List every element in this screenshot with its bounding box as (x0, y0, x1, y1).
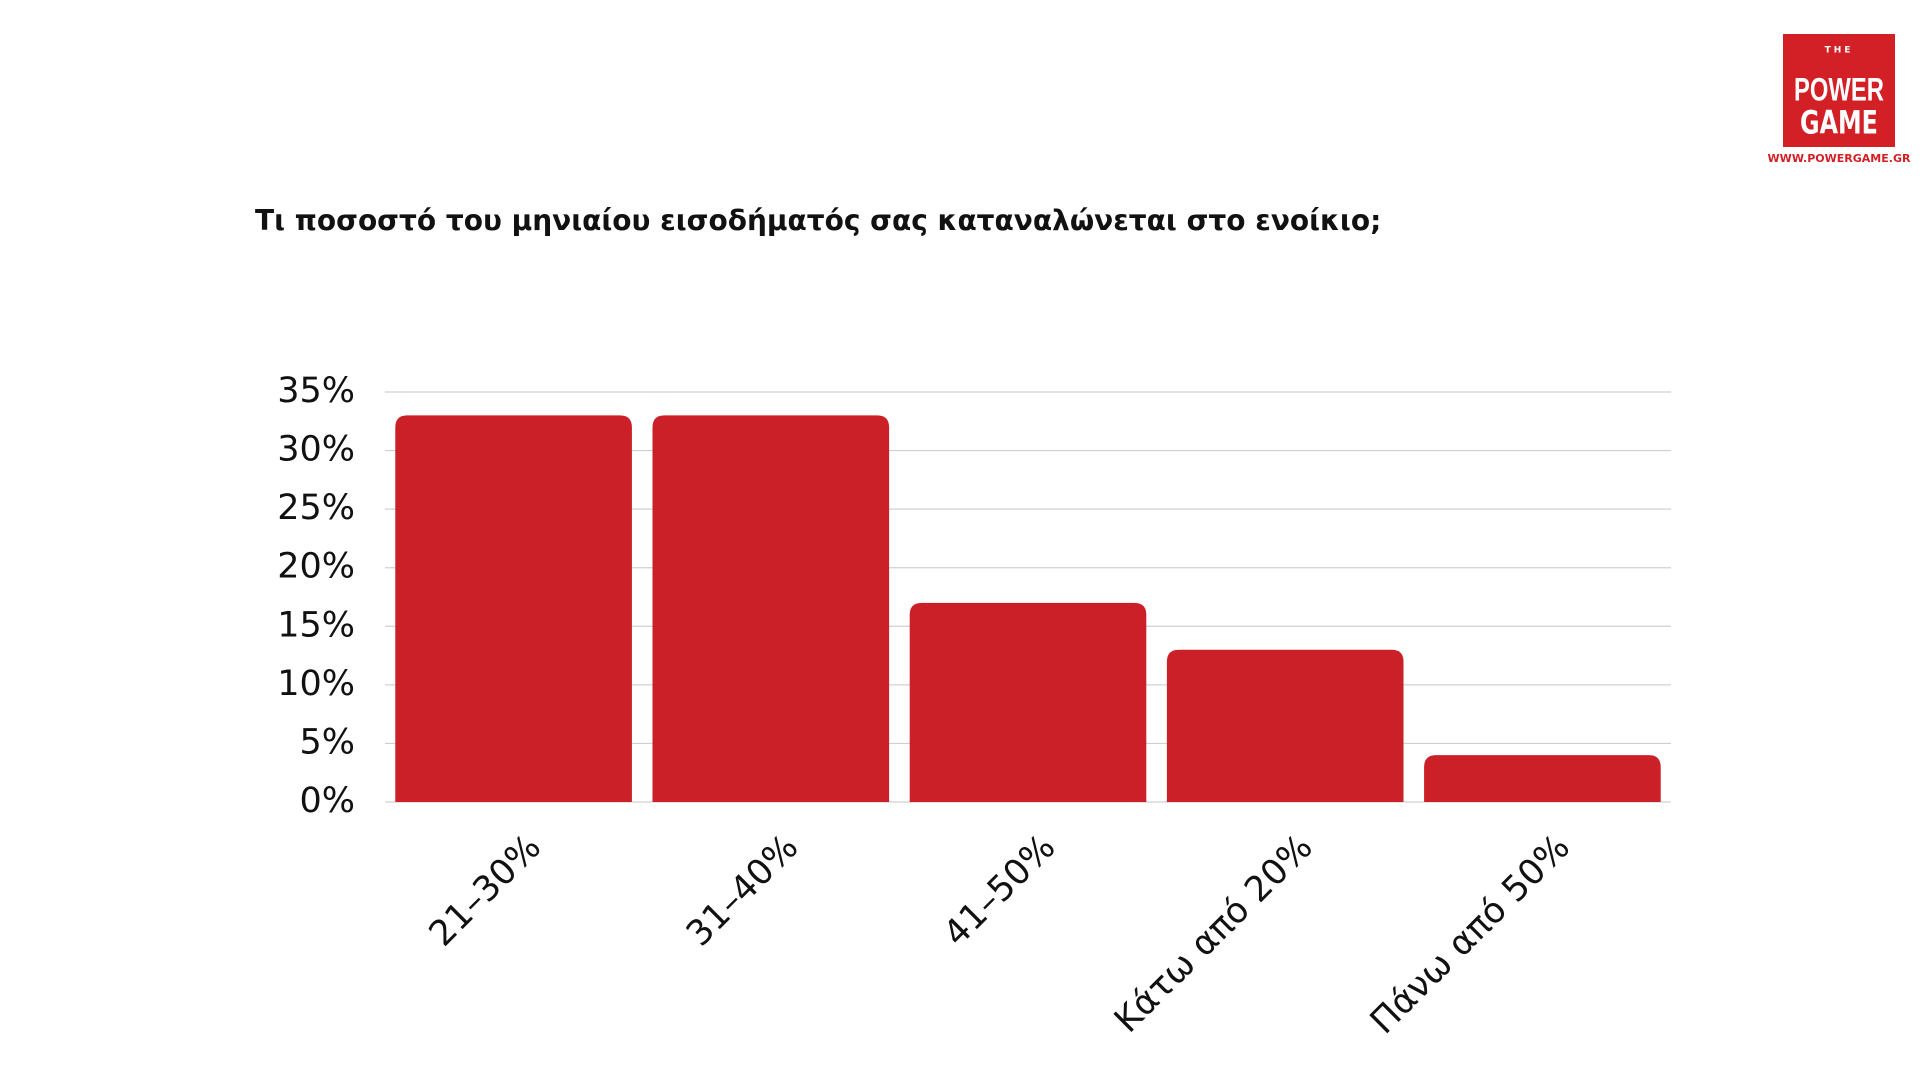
x-tick-label: Κάτω από 20% (1107, 827, 1321, 1041)
y-tick-label: 15% (277, 605, 355, 645)
y-tick-label: 0% (299, 781, 355, 821)
logo-line: GAME (1800, 104, 1878, 142)
bar (395, 415, 632, 802)
y-tick-label: 5% (299, 722, 355, 762)
y-tick-label: 25% (277, 488, 355, 528)
bar (1166, 649, 1404, 802)
x-tick-label: 41–50% (936, 827, 1063, 954)
y-tick-label: 30% (277, 430, 355, 470)
y-tick-label: 10% (277, 664, 355, 704)
y-tick-label: 35% (277, 371, 355, 411)
chart-title: Τι ποσοστό του μηνιαίου εισοδήματός σας … (255, 204, 1381, 237)
logo-url: WWW.POWERGAME.GR (1768, 152, 1911, 165)
x-tick-label: Πάνω από 50% (1363, 827, 1578, 1042)
x-tick-label: 31–40% (679, 827, 806, 954)
bar (1424, 755, 1661, 802)
y-tick-label: 20% (277, 547, 355, 587)
bar (652, 415, 890, 802)
logo-box (1783, 34, 1895, 147)
bar (909, 602, 1147, 802)
logo-line: POWER (1794, 71, 1884, 107)
x-tick-label: 21–30% (422, 827, 549, 954)
logo-top: THE (1825, 46, 1854, 56)
